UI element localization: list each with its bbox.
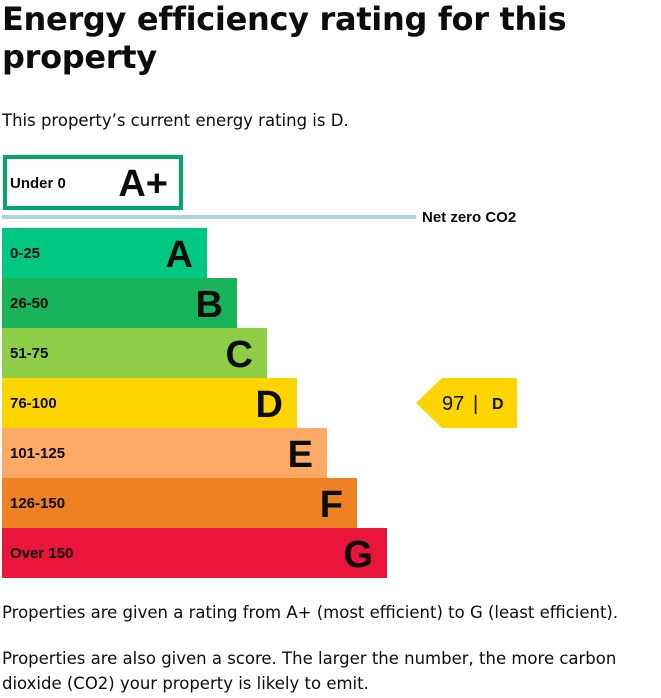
band-e-letter: E <box>288 434 313 476</box>
current-score-separator: | <box>473 393 478 415</box>
current-score: 97 <box>442 393 464 415</box>
band-f-range: 126-150 <box>10 495 65 512</box>
band-a-letter: A <box>166 234 193 276</box>
current-rating-arrow <box>416 378 517 428</box>
band-a-bar <box>2 228 207 278</box>
band-a-plus-range: Under 0 <box>10 175 66 192</box>
band-a-plus-box <box>3 155 183 210</box>
band-d-bar <box>2 378 297 428</box>
band-f-letter: F <box>320 484 343 526</box>
rating-explanation: Properties are given a rating from A+ (m… <box>2 603 619 622</box>
band-d-range: 76-100 <box>10 395 57 412</box>
band-e-bar <box>2 428 327 478</box>
band-f-bar <box>2 478 357 528</box>
band-b-letter: B <box>196 284 223 326</box>
band-a-range: 0-25 <box>10 245 40 262</box>
page-title: Energy efficiency rating for this proper… <box>2 0 567 76</box>
band-b-bar <box>2 278 237 328</box>
band-d-letter: D <box>256 384 283 426</box>
net-zero-label: Net zero CO2 <box>422 209 516 226</box>
band-a-plus-letter: A+ <box>118 163 168 205</box>
band-g-letter: G <box>343 534 373 576</box>
band-g-range: Over 150 <box>10 545 73 562</box>
current-rating-text: This property’s current energy rating is… <box>2 111 349 130</box>
band-c-range: 51-75 <box>10 345 48 362</box>
band-b-range: 26-50 <box>10 295 48 312</box>
band-c-letter: C <box>226 334 253 376</box>
band-e-range: 101-125 <box>10 445 65 462</box>
score-explanation: Properties are also given a score. The l… <box>2 649 617 693</box>
band-g-bar <box>2 528 387 578</box>
band-c-bar <box>2 328 267 378</box>
current-rating-letter: D <box>492 396 504 413</box>
